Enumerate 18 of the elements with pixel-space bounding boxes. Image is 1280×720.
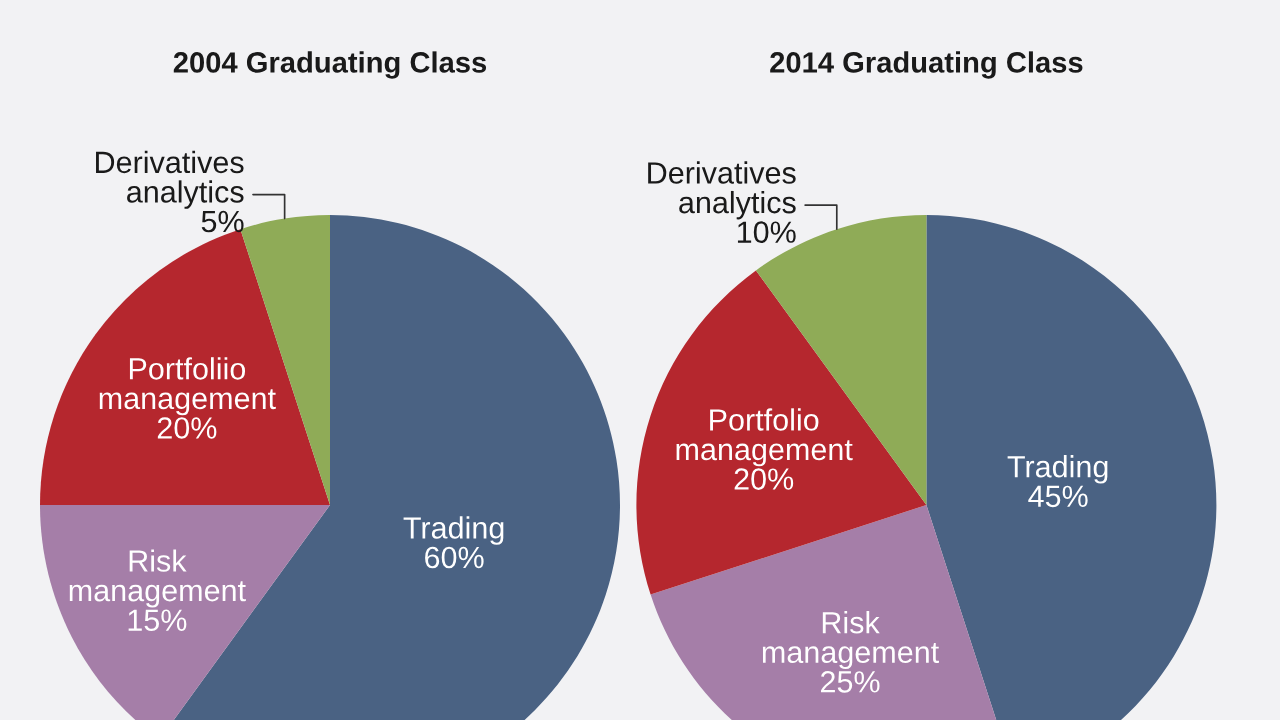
slice-label: Derivatives analytics — [648, 161, 796, 220]
data-label: 60% — [425, 546, 484, 569]
slice-label: Portfolio management — [676, 408, 853, 467]
data-label: 10% — [737, 221, 796, 243]
slice-label: Portfoliio management — [99, 357, 276, 416]
slice-label: Trading — [1007, 455, 1108, 484]
slice-label: Risk management — [762, 611, 939, 670]
data-label: 20% — [734, 468, 794, 490]
chart-title: 2004 Graduating Class — [173, 51, 487, 79]
data-label: 15% — [128, 609, 187, 631]
chart-title: 2014 Graduating Class — [770, 51, 1083, 79]
data-label: 5% — [201, 210, 244, 233]
data-label: 45% — [1028, 485, 1088, 508]
data-label: 25% — [821, 671, 880, 693]
slice-label: Trading — [403, 516, 504, 545]
slice-label: Risk management — [69, 549, 246, 608]
slice-label: Derivatives analytics — [96, 150, 244, 209]
data-label: 20% — [157, 417, 217, 439]
